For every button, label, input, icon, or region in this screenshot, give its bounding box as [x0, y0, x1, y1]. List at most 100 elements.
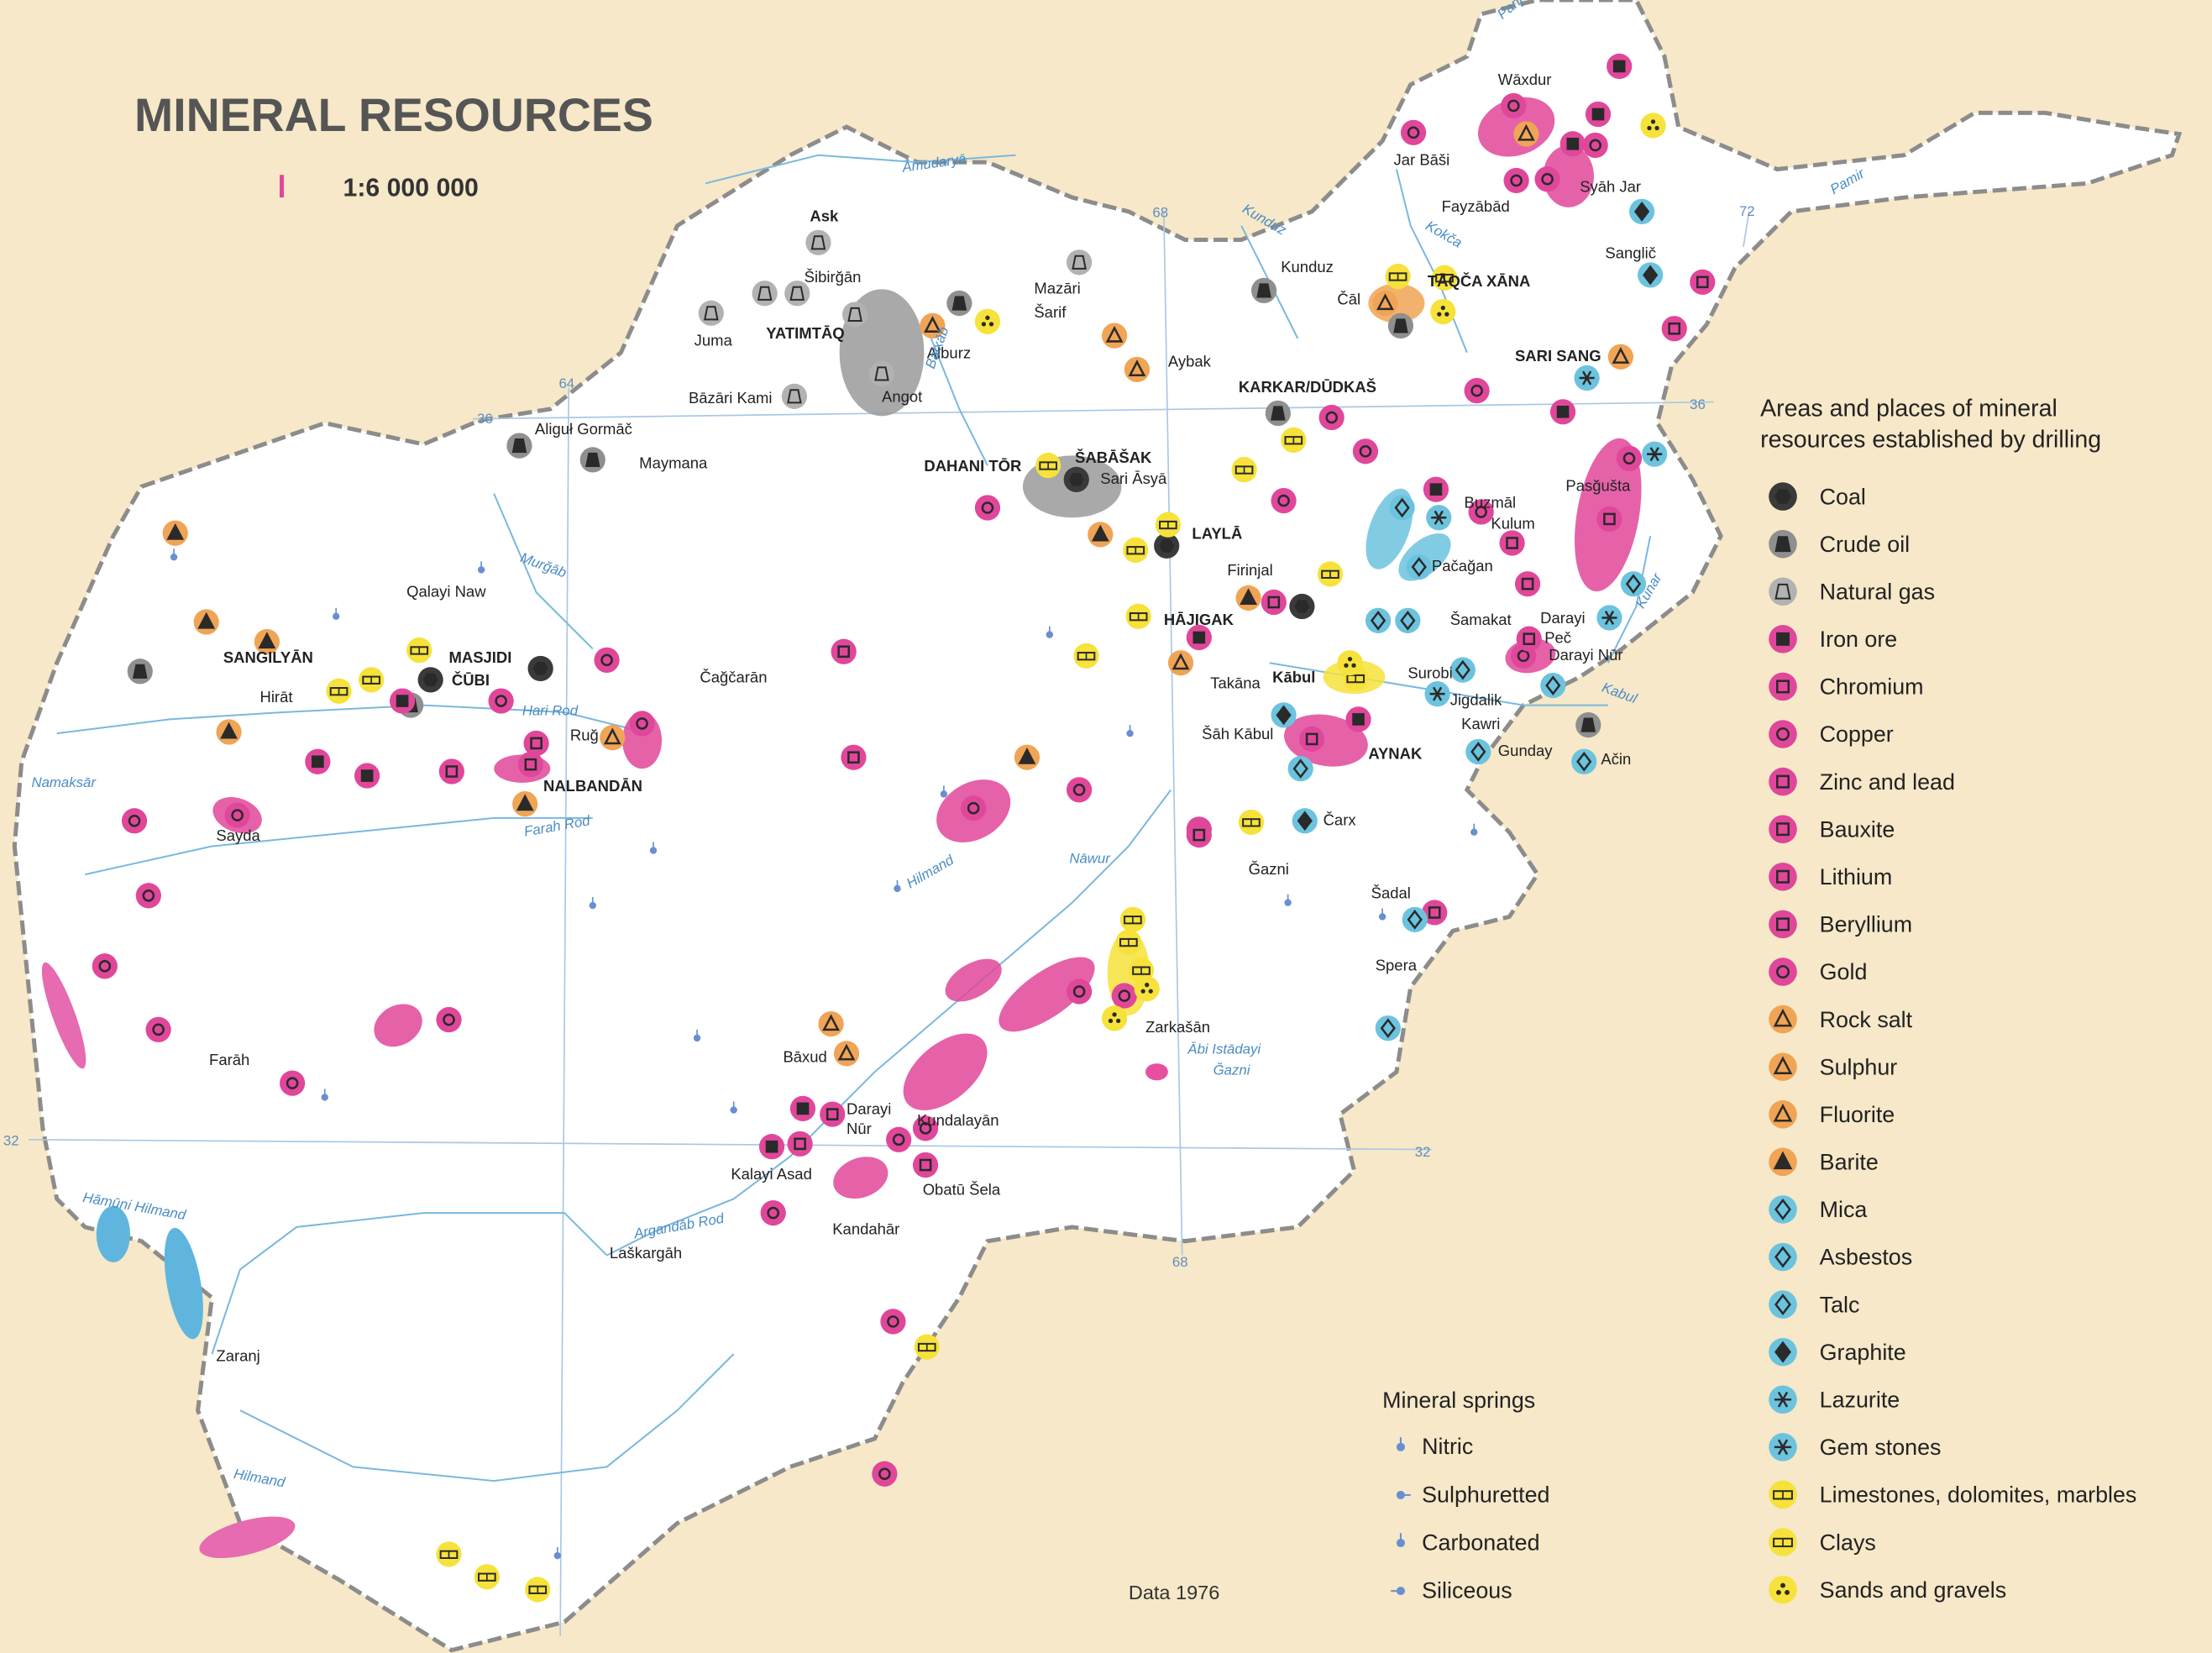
glyph [1159, 538, 1175, 553]
legend-label: Sulphur [1820, 1054, 1898, 1079]
glyph [1294, 600, 1310, 613]
map-symbol-disc [1352, 438, 1379, 464]
map-symbol [135, 883, 161, 909]
glyph [1777, 1391, 1789, 1408]
legend-label: Copper [1820, 722, 1894, 747]
map-symbol [600, 725, 626, 751]
glyph [1643, 265, 1659, 286]
map-symbol [1265, 400, 1291, 427]
title: MINERAL RESOURCES [134, 89, 653, 141]
glyph [1773, 1008, 1793, 1027]
place-label: Laškargāh [610, 1244, 682, 1262]
map-symbol-disc [1365, 607, 1392, 633]
place-label: Bāzāri Kami [689, 389, 773, 407]
map-symbol [254, 628, 280, 655]
map-symbol [1431, 265, 1458, 291]
place-label: Šamakat [1450, 611, 1512, 628]
map-symbol [1499, 530, 1525, 556]
map-symbol-disc [517, 752, 544, 778]
legend-symbol [1769, 815, 1797, 843]
river [705, 154, 1016, 185]
map-symbol-disc [1501, 92, 1527, 119]
legend-label: Clays [1820, 1530, 1876, 1555]
place-label: DAHANI TŌR [924, 457, 1021, 475]
map-symbol-disc [92, 953, 118, 979]
glyph [1774, 1341, 1791, 1363]
spring-pin [1378, 913, 1386, 921]
place-label: Sayda [216, 826, 260, 844]
glyph [1776, 917, 1790, 931]
legend: Areas and places of mineral resources est… [1382, 395, 2137, 1604]
graticule-label: 36 [1690, 396, 1706, 412]
map-symbol-disc [488, 688, 514, 714]
glyph [796, 1102, 810, 1115]
glyph [1774, 1294, 1791, 1316]
map-symbol [1406, 554, 1432, 580]
place-label: KARKAR/DŪDKAŠ [1239, 378, 1376, 396]
map-symbol [1101, 1005, 1128, 1031]
legend-symbol-disc [1769, 958, 1797, 986]
legend-symbol [1769, 767, 1797, 796]
place-label: Kawri [1461, 715, 1500, 732]
place-label: Qalayi Naw [406, 582, 486, 600]
place-label: Fayzābād [1442, 197, 1510, 215]
springs-symbol [1396, 1538, 1405, 1548]
place-label: Šibirğān [805, 268, 862, 286]
water-label: Hari Rod [522, 702, 579, 718]
glyph [532, 662, 548, 675]
place-label: Mazāri [1034, 279, 1080, 296]
map-symbol [912, 1115, 939, 1141]
map-symbol-disc [1066, 777, 1093, 803]
map-symbol-disc [121, 808, 148, 834]
river [56, 704, 650, 735]
legend-label: Limestones, dolomites, marbles [1820, 1482, 2137, 1508]
map-symbol [961, 795, 987, 821]
glyph [1545, 675, 1561, 695]
map-symbol [527, 655, 553, 682]
glyph [1140, 989, 1145, 994]
map-symbol [417, 667, 443, 693]
map-symbol [1607, 53, 1633, 80]
map-symbol-disc [1066, 979, 1093, 1005]
glyph [1633, 201, 1650, 222]
map-symbol [818, 1010, 844, 1037]
map-symbol [121, 808, 148, 834]
glyph [1072, 784, 1086, 796]
map-symbol [1549, 399, 1576, 425]
map-symbol [1155, 512, 1181, 538]
map-symbol-disc [1318, 404, 1344, 431]
scale-mark [280, 175, 285, 198]
map-symbol-disc [787, 1131, 813, 1157]
springs-label: Carbonated [1422, 1530, 1539, 1555]
glyph [1581, 370, 1592, 386]
spring-pin [332, 612, 340, 620]
map-symbol [1402, 906, 1428, 932]
legend-symbol [1769, 529, 1797, 559]
place-label: Buzmāl [1465, 494, 1517, 512]
glyph [1510, 174, 1523, 187]
map-symbol [833, 1041, 860, 1067]
legend-label: Beryllium [1820, 912, 1912, 937]
glyph [1776, 1590, 1781, 1595]
map-symbol-disc [1111, 983, 1137, 1009]
legend-symbol [1769, 1480, 1797, 1509]
glyph [704, 306, 719, 321]
graticule-line [29, 1138, 1432, 1151]
place-label: AYNAK [1368, 744, 1423, 762]
map-symbol [787, 1131, 813, 1157]
legend-symbol [1769, 1290, 1797, 1319]
place-label: Sanglič [1605, 244, 1656, 261]
map-symbol [784, 281, 810, 307]
map-symbol [1186, 624, 1212, 651]
map-symbol [1424, 681, 1450, 707]
spring-pin [553, 1551, 561, 1560]
map-symbol [841, 302, 868, 328]
place-label: ČŪBI [452, 671, 490, 689]
springs-label: Siliceous [1422, 1578, 1512, 1603]
map-symbol-disc [145, 1016, 171, 1042]
legend-symbol [1769, 1337, 1797, 1367]
map-symbol-disc [1271, 487, 1297, 514]
lake [164, 1227, 203, 1340]
map-symbol [1516, 626, 1542, 652]
map-symbol [1271, 702, 1297, 728]
